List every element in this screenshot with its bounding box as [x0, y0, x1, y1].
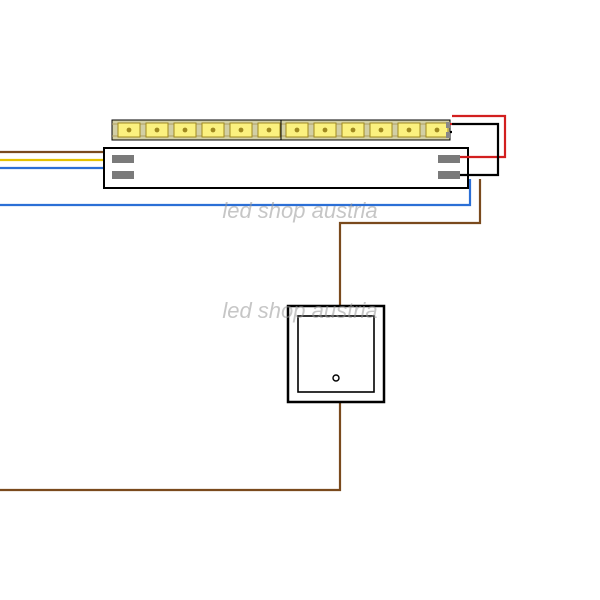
led-dot [323, 128, 328, 133]
led-dot [407, 128, 412, 133]
driver-terminal-left-bot [112, 171, 134, 179]
led-dot [435, 128, 440, 133]
led-dot [379, 128, 384, 133]
driver-terminal-left-top [112, 155, 134, 163]
led-dot [351, 128, 356, 133]
driver-terminal-right-top [438, 155, 460, 163]
driver-terminal-right-bot [438, 171, 460, 179]
led-dot [211, 128, 216, 133]
diagram-canvas: led shop austria led shop austria [0, 0, 600, 600]
driver-box [104, 148, 468, 188]
led-dot [183, 128, 188, 133]
led-dot [155, 128, 160, 133]
led-dot [295, 128, 300, 133]
control-wire-brown [0, 179, 480, 490]
wiring-diagram-svg [0, 0, 600, 600]
led-dot [239, 128, 244, 133]
led-dot [127, 128, 132, 133]
led-dot [267, 128, 272, 133]
